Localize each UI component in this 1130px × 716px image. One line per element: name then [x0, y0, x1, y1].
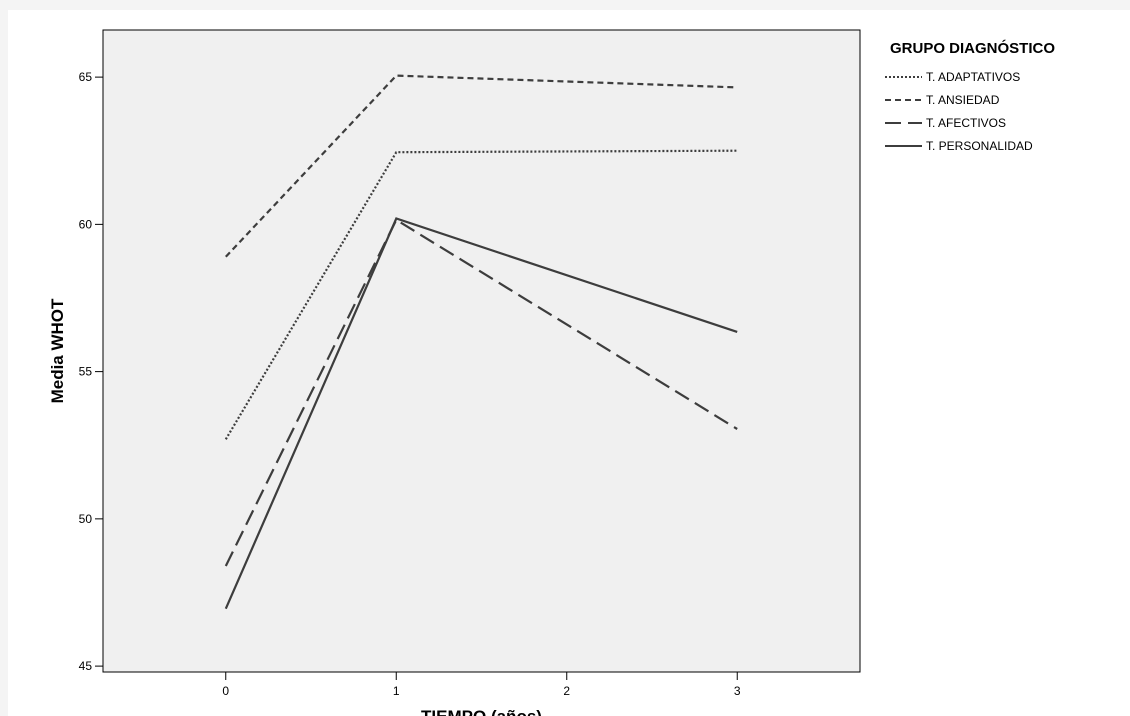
- series-line-2: [224, 74, 738, 258]
- y-tick-label: 50: [79, 512, 93, 526]
- y-tick-label: 55: [79, 365, 93, 379]
- x-tick-label: 0: [222, 684, 229, 698]
- y-tick-label: 65: [79, 70, 93, 84]
- legend-items: T. ADAPTATIVOS T. ANSIEDAD T. AFECTIVOS T. …: [885, 70, 1033, 153]
- y-tick-label: 45: [79, 659, 93, 673]
- x-tick-label: 1: [393, 684, 400, 698]
- legend-label: T. PERSONALIDAD: [926, 139, 1033, 153]
- legend-title: GRUPO DIAGNÓSTICO: [890, 39, 1055, 57]
- x-axis-title: TIEMPO (años): [421, 707, 542, 716]
- legend: GRUPO DIAGNÓSTICO T. ADAPTATIVOS T. ANSIE…: [885, 39, 1055, 153]
- y-tick-label: 60: [79, 217, 93, 231]
- y-axis-title: Media WHOT: [48, 298, 67, 403]
- x-tick-label: 3: [734, 684, 741, 698]
- x-tick-label: 2: [563, 684, 570, 698]
- legend-label: T. ANSIEDAD: [926, 93, 1000, 107]
- series-line-4: [224, 217, 738, 610]
- legend-label: T. AFECTIVOS: [926, 116, 1006, 130]
- axis-ticks: 45 50 55 60 65 0 1 2 3: [79, 70, 741, 698]
- series-line-3: [224, 218, 738, 567]
- plot-area: [102, 29, 861, 673]
- legend-label: T. ADAPTATIVOS: [926, 70, 1020, 84]
- series-lines: [224, 74, 738, 610]
- series-line-1: [224, 149, 738, 440]
